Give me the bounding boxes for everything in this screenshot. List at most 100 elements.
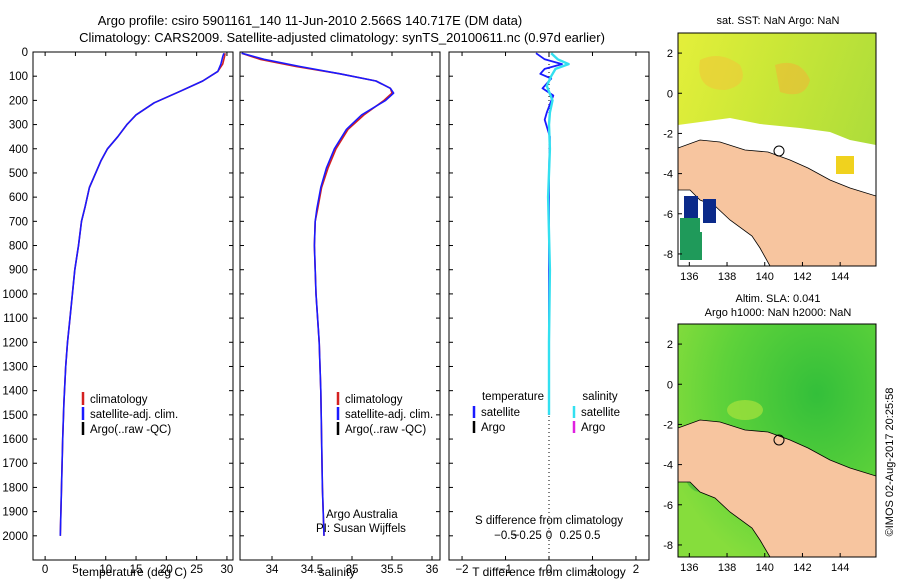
temp-xtick-label: 10 xyxy=(99,564,112,576)
s-diff-tick-label: 0 xyxy=(546,530,552,542)
figure-title-line1: Argo profile: csiro 5901161_140 11-Jun-2… xyxy=(98,13,522,28)
map-lat-label: -2 xyxy=(663,128,673,140)
sst-map-title: sat. SST: NaN Argo: NaN xyxy=(717,15,840,27)
new-guinea-land xyxy=(678,139,876,266)
legend-temp-satellite: satellite xyxy=(481,407,520,419)
map-lat-label: -6 xyxy=(663,209,673,221)
temp-series-satellite-adj-clim- xyxy=(59,52,225,536)
diff-series-salinity-satellite xyxy=(545,52,570,415)
s-diff-tick-label: −0.25 xyxy=(513,530,542,542)
sst-warm-patch xyxy=(699,56,743,90)
salinity-series xyxy=(241,52,395,536)
map-lat-label: -4 xyxy=(663,460,673,472)
depth-tick-label: 400 xyxy=(9,144,28,156)
map-lon-label: 142 xyxy=(793,562,811,574)
sst-cold-cell xyxy=(703,199,716,223)
map-lon-label: 144 xyxy=(831,271,849,283)
salinity-xticks: 34 34.5 35 35.5 36 xyxy=(266,52,439,576)
depth-tick-label: 1300 xyxy=(2,361,28,373)
sst-warm-patch xyxy=(775,62,810,95)
sst-warm-cell xyxy=(836,156,854,174)
depth-tick-label: 0 xyxy=(22,47,28,59)
sst-map-ticks: 136 138 140 142 144 2 0 -2 -4 -6 -8 xyxy=(663,48,849,283)
legend-climatology: climatology xyxy=(345,394,403,406)
sla-map-title-line2: Argo h1000: NaN h2000: NaN xyxy=(705,307,852,319)
temp-xtick-label: 30 xyxy=(221,564,234,576)
s-difference-label: S difference from climatology xyxy=(475,515,623,527)
depth-tick-label: 1600 xyxy=(2,434,28,446)
legend-satellite: satellite-adj. clim. xyxy=(90,409,178,421)
temperature-xlabel: temperature (deg C) xyxy=(79,565,187,579)
figure-title-line2: Climatology: CARS2009. Satellite-adjuste… xyxy=(79,30,605,45)
depth-tick-label: 1800 xyxy=(2,482,28,494)
s-diff-tick-label: 0.25 xyxy=(560,530,582,542)
sst-cell xyxy=(680,232,702,260)
pi-label: PI: Susan Wijffels xyxy=(316,523,406,535)
institution-label: Argo Australia xyxy=(326,509,398,521)
salinity-axes xyxy=(239,51,441,561)
sal-xtick-label: 36 xyxy=(426,564,439,576)
map-lat-label: 2 xyxy=(667,48,673,60)
temp-series-climatology xyxy=(59,53,226,536)
t-difference-label: T difference from climatology xyxy=(472,565,626,579)
map-lat-label: -8 xyxy=(663,540,673,552)
legend-satellite: satellite-adj. clim. xyxy=(345,409,433,421)
sst-cold-cell xyxy=(684,196,698,220)
temp-xtick-label: 20 xyxy=(160,564,173,576)
depth-tick-label: 100 xyxy=(9,71,28,83)
diff-xtick-label: −1 xyxy=(499,564,512,576)
salinity-legend: climatology satellite-adj. clim. Argo(..… xyxy=(336,392,433,436)
temperature-xticks: 0 5 10 15 20 25 30 xyxy=(42,52,233,576)
map-lon-label: 138 xyxy=(718,271,736,283)
map-lat-label: 0 xyxy=(667,379,673,391)
temperature-legend: climatology satellite-adj. clim. Argo(..… xyxy=(81,392,178,436)
sal-xtick-label: 35.5 xyxy=(381,564,403,576)
depth-tick-label: 800 xyxy=(9,241,28,253)
depth-tick-label: 1000 xyxy=(2,289,28,301)
depth-tick-label: 1200 xyxy=(2,337,28,349)
sst-map-frame xyxy=(677,32,877,267)
legend-temperature-title: temperature xyxy=(482,391,544,403)
s-diff-tick-label: −0.5 xyxy=(494,530,517,542)
map-lat-label: 0 xyxy=(667,88,673,100)
legend-sal-satellite: satellite xyxy=(581,407,620,419)
sla-map xyxy=(678,324,876,557)
sst-map xyxy=(678,33,876,266)
temperature-series xyxy=(59,52,226,536)
temp-xtick-label: 5 xyxy=(72,564,78,576)
legend-climatology: climatology xyxy=(90,394,148,406)
depth-axis: 0 100 200 300 400 500 600 700 800 900 1000 1100 1200… xyxy=(2,47,649,543)
depth-tick-label: 1500 xyxy=(2,410,28,422)
map-lat-label: 2 xyxy=(667,339,673,351)
difference-xticks: −2 −1 0 1 2 xyxy=(455,52,639,576)
diff-xtick-label: 1 xyxy=(589,564,595,576)
s-difference-ticks: −0.5−0.25 0 0.25 0.5 xyxy=(494,530,600,542)
map-lon-label: 138 xyxy=(718,562,736,574)
difference-series xyxy=(535,52,570,415)
imos-timestamp: ©IMOS 02-Aug-2017 20:25:58 xyxy=(884,388,896,537)
depth-tick-label: 300 xyxy=(9,120,28,132)
sst-cell xyxy=(680,218,700,232)
map-lon-label: 140 xyxy=(756,271,774,283)
map-lat-label: -2 xyxy=(663,419,673,431)
legend-sal-argo: Argo xyxy=(581,422,605,434)
depth-tick-label: 1700 xyxy=(2,458,28,470)
map-lon-label: 136 xyxy=(680,271,698,283)
legend-temp-argo: Argo xyxy=(481,422,505,434)
map-lon-label: 140 xyxy=(756,562,774,574)
depth-tick-label: 1100 xyxy=(3,313,28,325)
sla-map-title-line1: Altim. SLA: 0.041 xyxy=(736,293,821,305)
diff-xtick-label: 0 xyxy=(546,564,552,576)
depth-tick-label: 600 xyxy=(9,192,28,204)
s-diff-tick-label: 0.5 xyxy=(584,530,600,542)
sal-xtick-label: 35 xyxy=(346,564,359,576)
map-lon-label: 136 xyxy=(680,562,698,574)
temperature-axes xyxy=(32,51,234,561)
depth-tick-label: 200 xyxy=(9,95,28,107)
map-lon-label: 144 xyxy=(831,562,849,574)
new-guinea-land xyxy=(678,419,876,557)
sal-series-satellite-adj-clim- xyxy=(241,52,395,536)
sla-patch xyxy=(727,400,763,420)
map-lat-label: -6 xyxy=(663,500,673,512)
